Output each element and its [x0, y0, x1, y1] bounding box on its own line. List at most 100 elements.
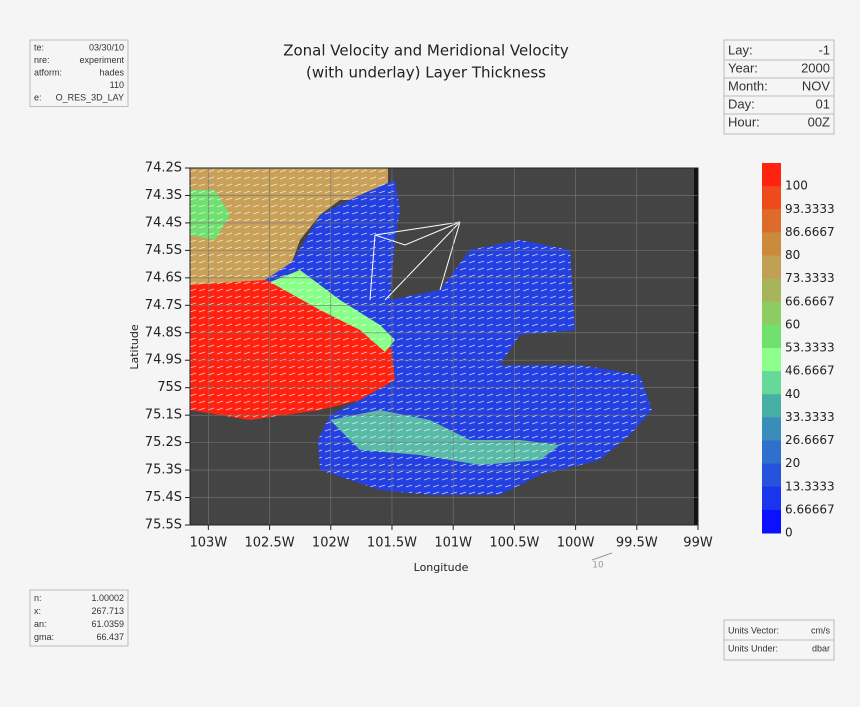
colorbar: 100 93.3333 86.6667 80 73.3333 66.6667 60 53.33… [762, 163, 835, 540]
colorbar-label: 26.6667 [785, 433, 835, 447]
info-key: nre: [34, 55, 50, 65]
colorbar-band [762, 348, 781, 372]
colorbar-label: 60 [785, 317, 800, 331]
y-tick-label: 74.3S [145, 188, 182, 203]
info-value: cm/s [811, 625, 830, 635]
info-value: 2000 [801, 60, 830, 75]
info-value: 03/30/10 [89, 43, 124, 53]
info-key: n: [34, 593, 42, 603]
y-tick-label: 74.9S [145, 353, 182, 368]
colorbar-band [762, 209, 781, 233]
info-key: Day: [728, 96, 755, 111]
x-tick-label: 102.5W [245, 536, 295, 551]
colorbar-band [762, 163, 781, 187]
reference-vector-label: 10 [592, 561, 604, 571]
colorbar-label: 93.3333 [785, 202, 835, 216]
y-tick-label: 75.2S [145, 435, 182, 450]
info-key: Lay: [728, 42, 753, 57]
info-value: 00Z [808, 114, 830, 129]
colorbar-band [762, 463, 781, 488]
y-tick-label: 74.7S [145, 298, 182, 313]
info-value: experiment [79, 55, 124, 65]
colorbar-label: 53.3333 [785, 341, 835, 355]
colorbar-band [762, 371, 781, 395]
colorbar-band [762, 186, 781, 210]
info-value: 66.437 [96, 632, 124, 642]
info-key: an: [34, 619, 47, 629]
info-key: Hour: [728, 114, 760, 129]
info-value: 110 [110, 80, 124, 90]
y-tick-label: 75.1S [145, 408, 182, 423]
info-value: 01 [816, 96, 830, 111]
x-tick-label: 101W [434, 536, 472, 551]
y-tick-label: 75S [157, 380, 182, 395]
info-key: Year: [728, 60, 758, 75]
colorbar-label: 100 [785, 179, 808, 193]
info-value: O_RES_3D_LAY [56, 93, 124, 103]
x-tick-label: 103W [190, 536, 228, 551]
colorbar-band [762, 509, 781, 534]
info-key: Month: [728, 78, 768, 93]
info-key: gma: [34, 632, 54, 642]
colorbar-label: 20 [785, 456, 800, 470]
info-value: 61.0359 [91, 619, 124, 629]
y-tick-label: 74.6S [145, 270, 182, 285]
y-tick-label: 74.8S [145, 325, 182, 340]
info-boxes: te: 03/30/10 nre: experiment atform: hades 110… [29, 39, 835, 661]
axes: 103W 102.5W 102W 101.5W 101W 100.5W 100W 99.5W 9… [145, 161, 713, 551]
colorbar-band [762, 394, 781, 418]
colorbar-band [762, 301, 781, 326]
y-tick-label: 74.4S [145, 215, 182, 230]
plot-edge [694, 168, 698, 525]
x-tick-label: 102W [312, 536, 350, 551]
reference-vector [591, 552, 613, 561]
info-key: atform: [34, 68, 62, 78]
colorbar-band [762, 324, 781, 349]
colorbar-label: 0 [785, 526, 793, 540]
colorbar-label: 33.3333 [785, 410, 835, 424]
colorbar-band [762, 440, 781, 465]
x-tick-label: 101.5W [367, 536, 417, 551]
vector-highlight [369, 221, 461, 301]
info-key: e: [34, 93, 42, 103]
colorbar-label: 86.6667 [785, 225, 835, 239]
info-value: dbar [812, 643, 830, 653]
info-value: -1 [818, 42, 830, 57]
info-value: 267.713 [91, 606, 124, 616]
info-key: Units Under: [728, 643, 778, 653]
colorbar-label: 80 [785, 248, 800, 262]
y-tick-label: 75.3S [145, 463, 182, 478]
y-axis-label: Latitude [128, 324, 141, 370]
title-line: Zonal Velocity and Meridional Velocity [283, 42, 569, 60]
colorbar-band [762, 255, 781, 280]
plot-frame [189, 167, 699, 526]
y-tick-label: 74.5S [145, 243, 182, 258]
info-box [723, 39, 835, 135]
y-tick-label: 74.2S [145, 161, 182, 176]
colorbar-label: 46.6667 [785, 364, 835, 378]
title-line: (with underlay) Layer Thickness [306, 64, 546, 82]
info-key: x: [34, 606, 41, 616]
info-box [29, 39, 129, 107]
x-axis-label: Longitude [414, 561, 469, 574]
info-value: 1.00002 [91, 593, 124, 603]
info-box [29, 589, 129, 647]
colorbar-band [762, 486, 781, 511]
info-key: te: [34, 43, 44, 53]
x-tick-label: 100W [557, 536, 595, 551]
y-tick-label: 75.4S [145, 490, 182, 505]
colorbar-label: 66.6667 [785, 294, 835, 308]
colorbar-label: 40 [785, 387, 800, 401]
info-key: Units Vector: [728, 625, 779, 635]
x-tick-label: 99W [683, 536, 713, 551]
y-tick-label: 75.5S [145, 518, 182, 533]
colorbar-label: 13.3333 [785, 479, 835, 493]
field [190, 168, 652, 495]
colorbar-band [762, 278, 781, 303]
colorbar-band [762, 232, 781, 256]
colorbar-label: 6.66667 [785, 502, 835, 516]
x-tick-label: 99.5W [616, 536, 658, 551]
info-value: hades [99, 68, 124, 78]
